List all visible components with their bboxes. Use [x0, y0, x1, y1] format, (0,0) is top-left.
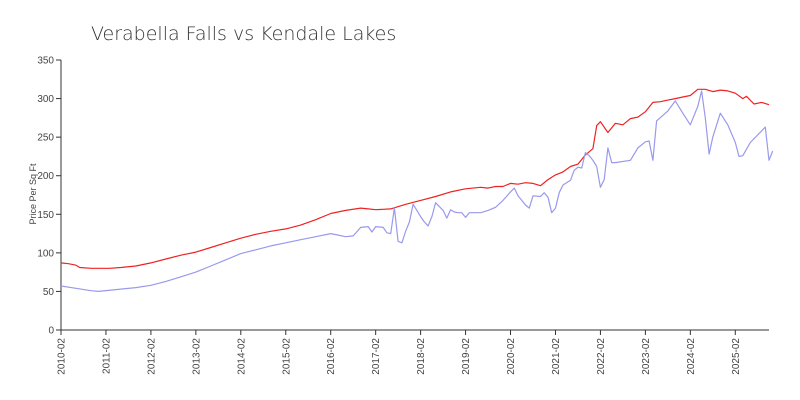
x-tick-label: 2010-02 [57, 338, 68, 375]
x-tick-label: 2021-02 [551, 338, 562, 375]
y-tick-label: 0 [48, 326, 54, 337]
series-group [60, 88, 774, 292]
y-tick-label: 300 [37, 94, 54, 105]
x-tick-label: 2011-02 [101, 338, 112, 374]
x-ticks: 2010-02 2011-02 2012-02 2013-02 2014-02 2015-… [57, 330, 742, 375]
y-axis-label: Price Per Sq Ft [28, 163, 38, 225]
y-tick-label: 100 [37, 248, 54, 259]
y-tick-label: 200 [37, 171, 54, 182]
x-tick-label: 2013-02 [191, 338, 202, 375]
series-line-verabella-falls [60, 88, 770, 269]
x-tick-label: 2024-02 [686, 338, 697, 375]
x-tick-label: 2012-02 [146, 338, 157, 375]
y-tick-label: 350 [37, 56, 54, 67]
x-tick-label: 2015-02 [281, 338, 292, 375]
y-tick-label: 150 [37, 210, 54, 221]
x-tick-label: 2016-02 [326, 338, 337, 375]
y-tick-label: 50 [43, 287, 55, 298]
x-tick-label: 2014-02 [236, 338, 247, 375]
series-line-kendale-lakes [60, 90, 774, 292]
x-tick-label: 2025-02 [731, 338, 742, 375]
x-tick-label: 2017-02 [371, 338, 382, 375]
y-ticks: 0 50 100 150 200 250 300 350 [37, 56, 61, 337]
x-tick-label: 2023-02 [641, 338, 652, 375]
x-tick-label: 2018-02 [416, 338, 427, 375]
y-tick-label: 250 [37, 133, 54, 144]
x-tick-label: 2019-02 [461, 338, 472, 375]
chart-title: Verabella Falls vs Kendale Lakes [91, 23, 396, 45]
x-tick-label: 2020-02 [506, 338, 517, 375]
x-tick-label: 2022-02 [596, 338, 607, 375]
